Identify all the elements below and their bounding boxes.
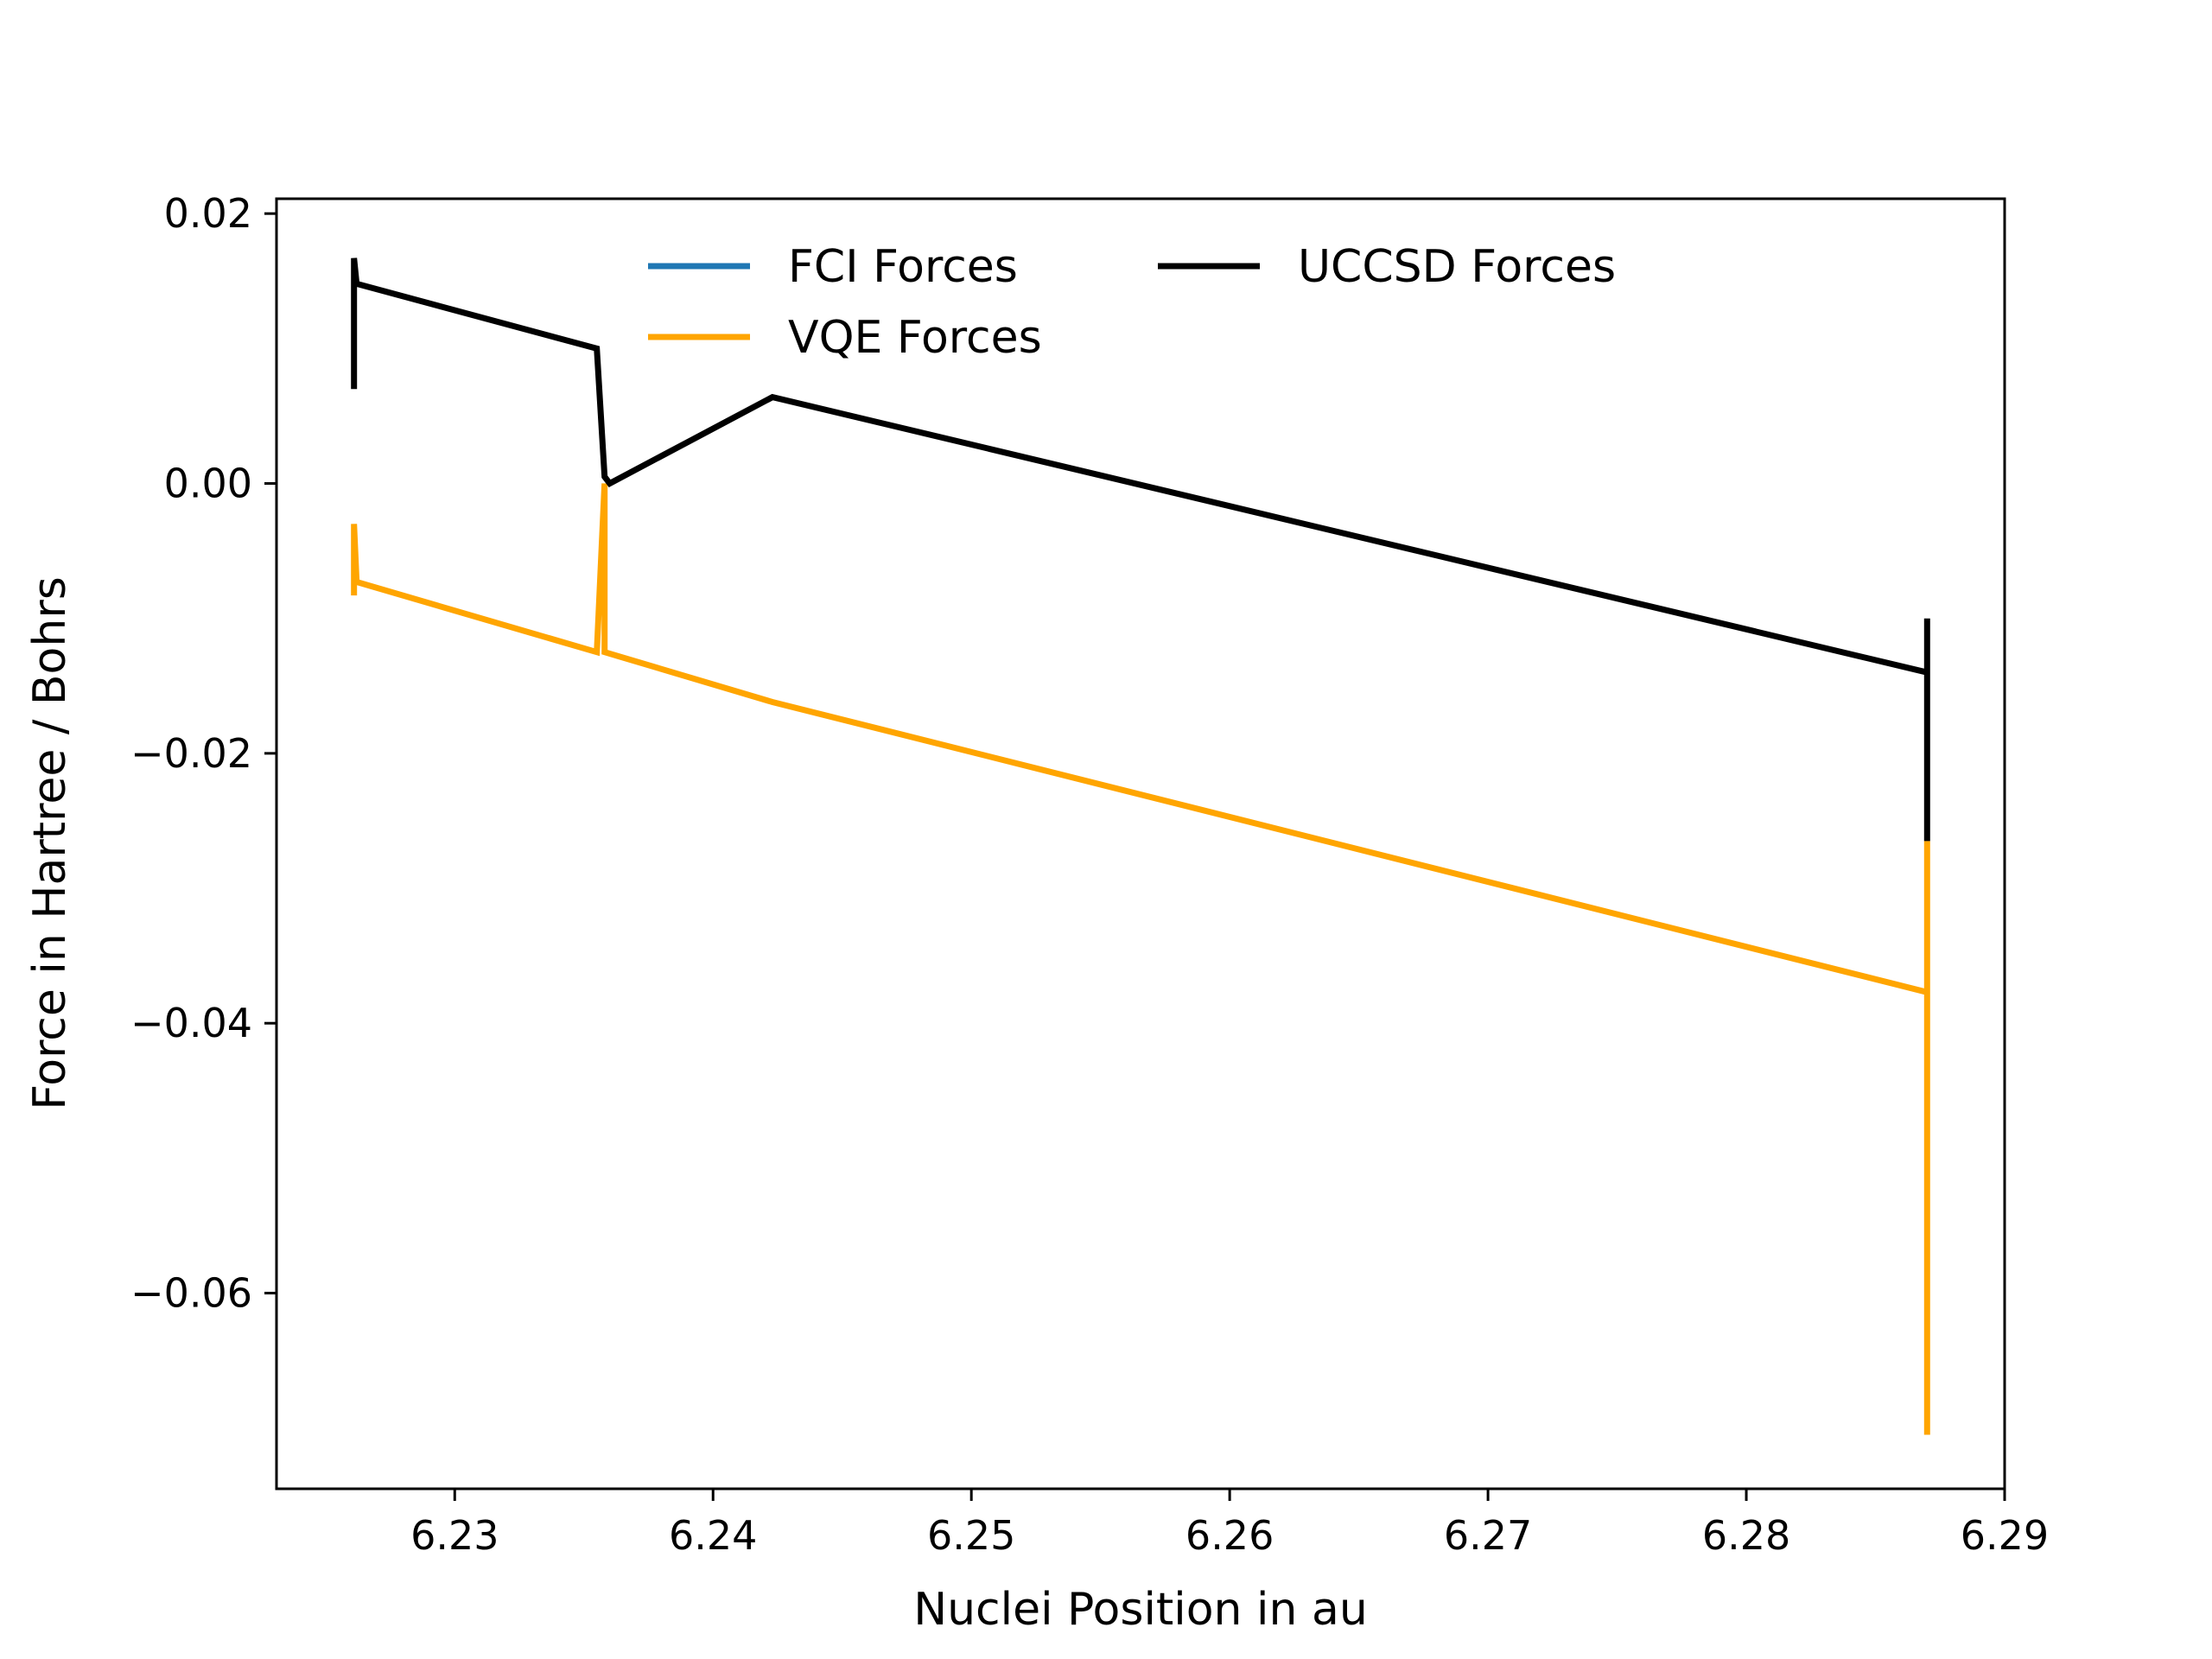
x-tick-label: 6.23	[410, 1512, 499, 1559]
plot-area	[276, 199, 2005, 1489]
y-tick-label: −0.04	[130, 1000, 252, 1046]
uccsd-forces-line	[351, 257, 1930, 842]
legend: FCI Forces VQE Forces UCCSD Forces	[648, 241, 1616, 364]
plot-frame	[275, 197, 2006, 1491]
legend-label-fci-forces: FCI Forces	[788, 241, 1018, 293]
y-axis-ticks: 0.02 0.00 −0.02 −0.04 −0.06	[130, 190, 276, 1317]
series-layer	[351, 257, 1930, 1435]
y-tick-label: −0.02	[130, 730, 252, 777]
y-axis-label: Force in Hartree / Bohrs	[24, 576, 76, 1110]
x-axis-ticks: 6.23 6.24 6.25 6.26 6.27 6.28 6.29	[410, 1489, 2049, 1559]
x-tick-label: 6.26	[1185, 1512, 1274, 1559]
x-tick-label: 6.25	[927, 1512, 1015, 1559]
y-tick-label: −0.06	[130, 1270, 252, 1317]
x-tick-label: 6.24	[669, 1512, 757, 1559]
y-tick-label: 0.02	[164, 190, 252, 237]
legend-label-vqe-forces: VQE Forces	[788, 312, 1042, 364]
x-tick-label: 6.28	[1702, 1512, 1790, 1559]
x-axis-label: Nuclei Position in au	[913, 1584, 1368, 1636]
legend-label-uccsd-forces: UCCSD Forces	[1298, 241, 1616, 293]
y-tick-label: 0.00	[164, 461, 252, 507]
x-tick-label: 6.27	[1444, 1512, 1532, 1559]
vqe-forces-line	[351, 483, 1930, 1435]
x-tick-label: 6.29	[1961, 1512, 2049, 1559]
